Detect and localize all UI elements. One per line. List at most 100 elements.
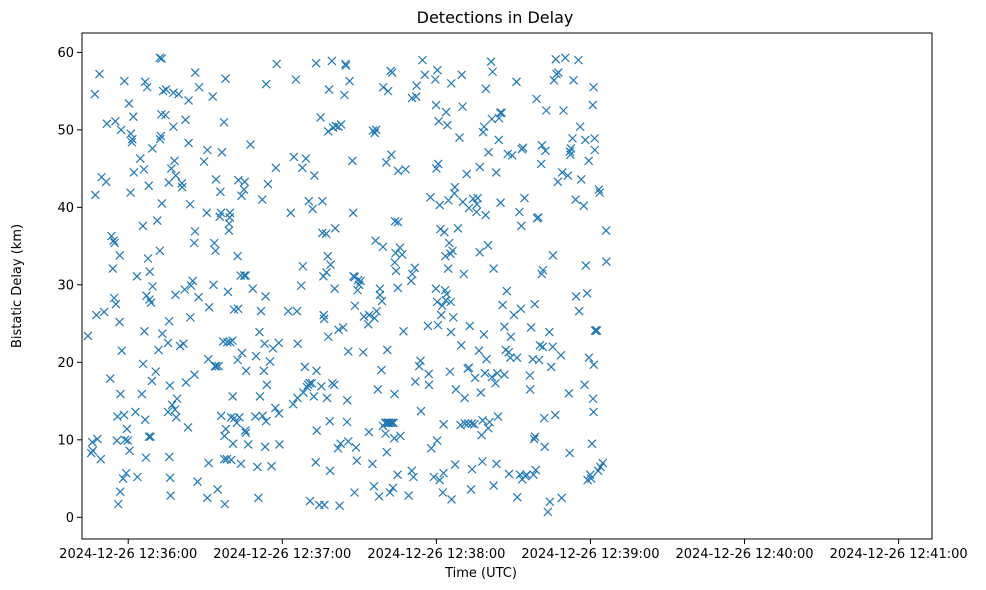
data-point [437, 301, 447, 311]
data-point [99, 307, 109, 317]
data-point [91, 310, 101, 320]
data-point [301, 154, 311, 163]
data-point [507, 151, 517, 160]
data-point [135, 154, 145, 163]
data-point [397, 250, 407, 260]
data-point [164, 316, 174, 326]
data-point [220, 431, 229, 441]
data-point [530, 299, 540, 309]
data-point [460, 393, 470, 403]
data-point [161, 110, 170, 120]
data-point [261, 79, 271, 89]
data-point [370, 128, 380, 138]
y-axis-ticks: 0 10 20 30 40 50 60 [57, 46, 82, 526]
data-point [274, 338, 284, 348]
data-point [494, 113, 504, 123]
data-point [115, 250, 125, 260]
data-point [491, 168, 501, 177]
data-point [480, 368, 490, 378]
data-point [110, 116, 120, 126]
data-point [252, 462, 262, 472]
data-point [283, 306, 293, 316]
data-point [211, 175, 221, 184]
data-point [407, 466, 417, 476]
data-point [171, 171, 181, 181]
data-point [308, 204, 318, 214]
data-point [228, 439, 238, 449]
data-point [469, 419, 479, 429]
data-point [155, 246, 165, 256]
data-point [436, 310, 446, 320]
data-point [304, 196, 314, 206]
data-point [525, 385, 535, 394]
data-point [305, 496, 315, 506]
data-point [204, 458, 214, 468]
data-point [128, 112, 138, 122]
plot-area [82, 33, 932, 539]
data-point [411, 92, 421, 101]
data-point [338, 323, 348, 332]
data-point [580, 135, 590, 145]
data-point [447, 495, 456, 504]
data-point [375, 284, 385, 294]
data-point [261, 416, 271, 426]
data-point [358, 347, 368, 357]
data-point [364, 427, 374, 437]
data-point [356, 276, 366, 286]
data-point [526, 323, 536, 332]
data-point [222, 337, 232, 347]
data-point [465, 321, 475, 331]
data-point [382, 345, 392, 355]
data-point [166, 164, 176, 174]
data-point [317, 196, 327, 206]
data-point [119, 76, 129, 86]
data-point [548, 250, 558, 260]
data-point [240, 426, 250, 435]
data-point [473, 193, 483, 203]
data-point [520, 193, 529, 203]
data-point [116, 389, 125, 399]
data-point [144, 181, 154, 191]
data-point [270, 403, 280, 413]
data-point [537, 140, 547, 150]
data-point [429, 472, 439, 482]
data-point [123, 436, 133, 446]
data-point [590, 133, 599, 143]
data-point [404, 491, 414, 501]
data-point [333, 443, 343, 453]
data-point [321, 229, 331, 239]
data-point [140, 415, 150, 425]
y-tick-label: 0 [66, 511, 74, 526]
data-point [446, 297, 456, 307]
data-point [345, 76, 355, 86]
data-point [412, 81, 422, 91]
data-point [325, 466, 335, 476]
data-point [336, 439, 346, 449]
data-point [504, 347, 514, 357]
data-point [467, 464, 477, 474]
data-point [322, 268, 331, 277]
data-point [154, 345, 163, 355]
data-point [237, 348, 247, 358]
data-point [497, 108, 507, 118]
data-point [90, 89, 100, 99]
data-point [489, 481, 499, 490]
data-point [426, 192, 435, 202]
data-point [479, 330, 489, 339]
data-point [115, 487, 125, 497]
data-point [241, 366, 251, 376]
x-axis-label: Time (UTC) [444, 566, 517, 581]
data-point [146, 298, 156, 308]
data-point [343, 347, 353, 356]
data-point [484, 147, 493, 157]
data-point [216, 208, 226, 218]
data-point [124, 99, 134, 108]
data-point [457, 70, 467, 80]
data-point [121, 468, 131, 478]
data-point [407, 269, 417, 279]
data-point [137, 389, 147, 399]
data-point [211, 246, 220, 256]
data-point [190, 370, 199, 380]
data-point [298, 388, 308, 397]
data-point [323, 251, 333, 261]
